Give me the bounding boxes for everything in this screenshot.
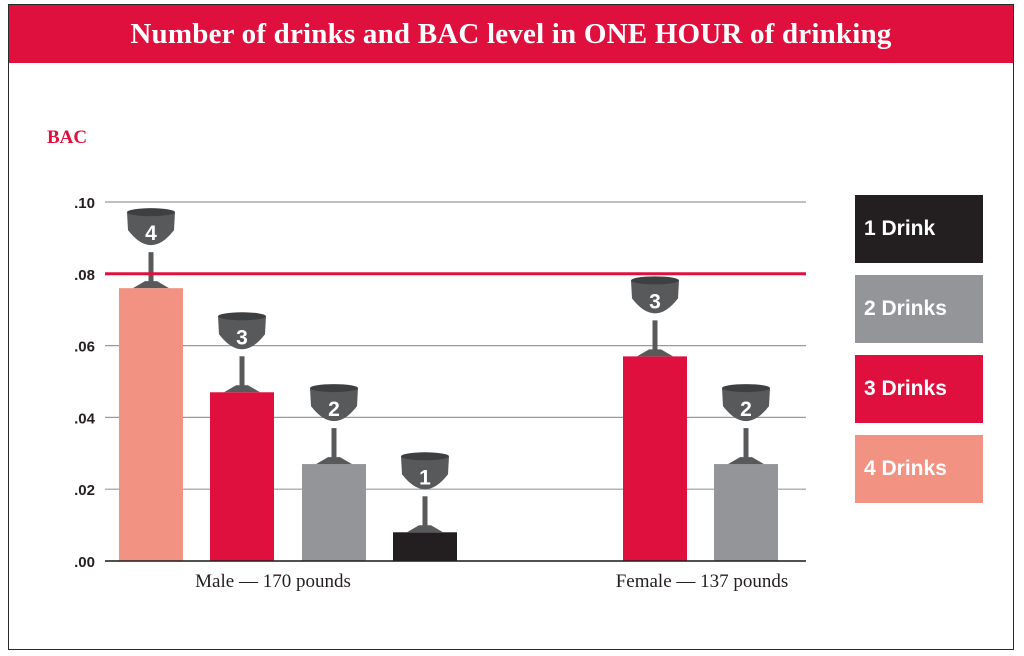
glass-rim-icon [631,276,679,285]
glass-stem-icon [331,428,337,459]
title-banner: Number of drinks and BAC level in ONE HO… [9,5,1013,63]
y-tick-label: .10 [74,195,95,212]
glass-base-icon [407,525,443,533]
bar [302,464,366,561]
chart-title: Number of drinks and BAC level in ONE HO… [130,17,892,50]
legend-item-2: 2 Drinks [855,275,983,343]
drink-count-label: 3 [236,326,248,349]
bar [210,392,274,561]
bar [393,532,457,561]
y-tick-label: .08 [74,267,95,284]
wine-glass-icon [310,388,358,422]
bar [119,288,183,561]
drink-count-label: 2 [328,398,340,421]
glass-rim-icon [310,384,358,393]
x-group-label: Female — 137 pounds [616,571,789,592]
wine-glass-icon [631,280,679,314]
glass-base-icon [728,457,764,465]
wine-glass-icon [722,388,770,422]
drink-count-label: 2 [740,398,752,421]
glass-stem-icon [422,496,428,527]
glass-stem-icon [652,320,658,351]
drink-count-label: 3 [649,290,661,313]
glass-stem-icon [148,252,154,283]
y-axis-label: BAC [47,127,87,148]
y-tick-label: .00 [74,554,95,571]
x-group-label: Male — 170 pounds [195,571,351,592]
bar [623,356,687,561]
bar [714,464,778,561]
y-tick-label: .04 [74,410,96,427]
y-tick-label: .06 [74,339,95,356]
glass-rim-icon [722,384,770,393]
wine-glass-icon [401,456,449,490]
wine-glass-icon [218,316,266,350]
glass-base-icon [316,457,352,465]
wine-glass-icon [127,212,175,246]
legend: 1 Drink 2 Drinks 3 Drinks 4 Drinks [855,195,983,515]
drink-count-label: 1 [419,466,431,489]
glass-stem-icon [239,356,245,387]
drink-count-label: 4 [145,222,157,245]
glass-rim-icon [401,452,449,461]
glass-rim-icon [127,208,175,217]
glass-base-icon [637,349,673,357]
glass-stem-icon [743,428,749,459]
glass-rim-icon [218,312,266,321]
legend-item-3: 3 Drinks [855,355,983,423]
legend-item-1: 1 Drink [855,195,983,263]
legend-item-4: 4 Drinks [855,435,983,503]
glass-base-icon [133,281,169,289]
y-tick-label: .02 [74,482,95,499]
glass-base-icon [224,385,260,393]
